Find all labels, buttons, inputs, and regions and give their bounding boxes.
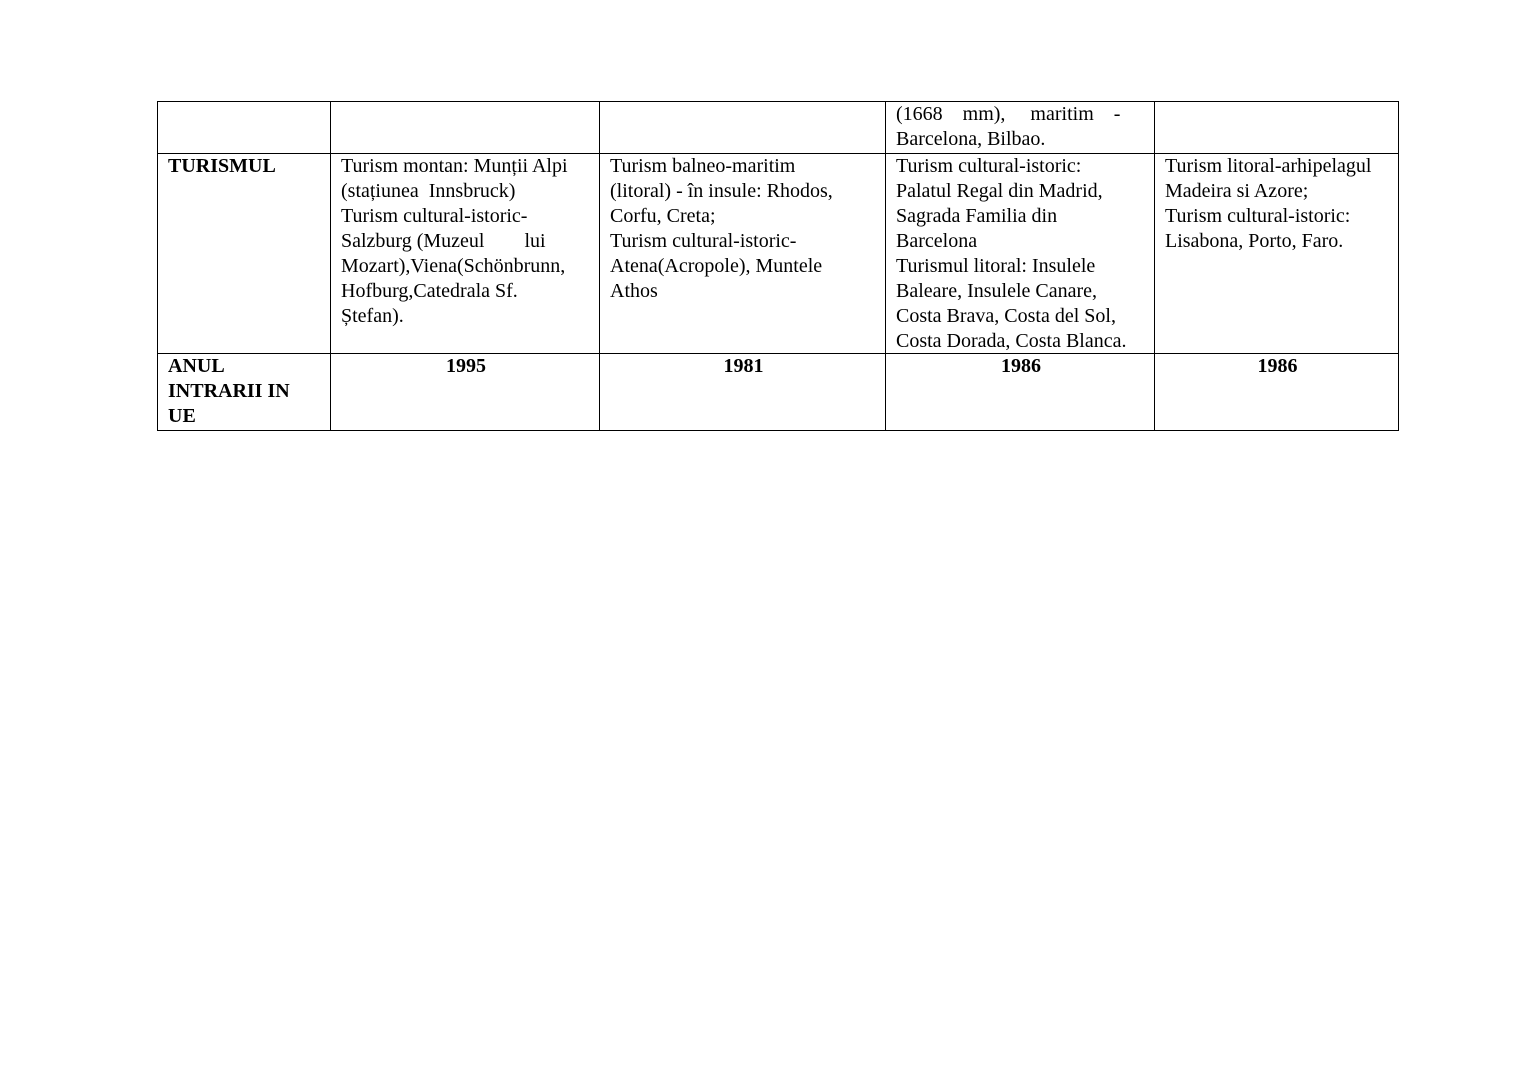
cell-anul-col4: 1986 <box>1154 353 1399 431</box>
cell-anul-col1: 1995 <box>330 353 600 431</box>
row-label-continued <box>157 101 331 154</box>
cell-continued-col2 <box>599 101 886 154</box>
cell-continued-col1 <box>330 101 600 154</box>
cell-turism-col4: Turism litoral-arhipelagul Madeira si Az… <box>1154 153 1399 354</box>
cell-anul-col3: 1986 <box>885 353 1155 431</box>
cell-turism-col3: Turism cultural-istoric: Palatul Regal d… <box>885 153 1155 354</box>
cell-anul-col2: 1981 <box>599 353 886 431</box>
row-label-turismul: TURISMUL <box>157 153 331 354</box>
row-label-anul-intrarii: ANUL INTRARII IN UE <box>157 353 331 431</box>
cell-turism-col2: Turism balneo-maritim (litoral) - în ins… <box>599 153 886 354</box>
cell-continued-col3: (1668 mm), maritim - Barcelona, Bilbao. <box>885 101 1155 154</box>
cell-turism-col1: Turism montan: Munții Alpi (stațiunea In… <box>330 153 600 354</box>
cell-continued-col4 <box>1154 101 1399 154</box>
